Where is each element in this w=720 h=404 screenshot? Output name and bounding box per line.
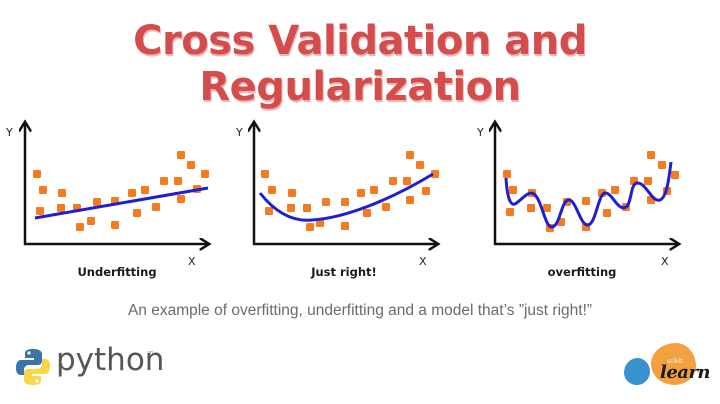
fit-curve [258, 172, 434, 222]
charts-figure: Y X Underfitting Y X Just right! Y X ove… [5, 0, 720, 279]
data-point [363, 209, 371, 217]
data-point [543, 204, 551, 212]
chart-overfitting: Y X overfitting [476, 123, 679, 279]
data-point [261, 170, 269, 178]
data-point [141, 186, 149, 194]
data-point [58, 189, 66, 197]
data-point [603, 209, 611, 217]
data-point [160, 177, 168, 185]
python-logo: python ™ [14, 342, 174, 390]
data-point [406, 151, 414, 159]
y-axis-label: Y [235, 126, 243, 139]
data-point [644, 177, 652, 185]
x-axis-label: X [188, 255, 196, 268]
data-point [87, 217, 95, 225]
data-point [316, 219, 324, 227]
chart-label-overfitting: overfitting [548, 265, 617, 279]
data-point [509, 186, 517, 194]
data-point [406, 196, 414, 204]
sklearn-scikit-text: scikit [667, 358, 683, 365]
data-point [582, 197, 590, 205]
data-point [128, 189, 136, 197]
data-point [57, 204, 65, 212]
data-point [174, 177, 182, 185]
data-point [506, 208, 514, 216]
x-axis-label: X [419, 255, 427, 268]
data-point [36, 207, 44, 215]
data-point [527, 204, 535, 212]
data-point [341, 222, 349, 230]
data-point [177, 151, 185, 159]
data-point [431, 170, 439, 178]
python-wordmark: python [56, 342, 165, 378]
data-point [268, 186, 276, 194]
data-point [93, 198, 101, 206]
data-point [306, 223, 314, 231]
data-point [647, 151, 655, 159]
trademark-symbol: ™ [147, 350, 154, 358]
sklearn-orange-blob-icon [651, 343, 696, 385]
chart-just-right: Y X Just right! [235, 123, 439, 279]
page-title: Cross Validation and Regularization [133, 18, 587, 110]
data-point [322, 198, 330, 206]
y-axis-label: Y [5, 126, 13, 139]
data-point [177, 195, 185, 203]
data-point [111, 221, 119, 229]
data-point [389, 177, 397, 185]
data-point [611, 186, 619, 194]
sklearn-learn-text: learn [660, 362, 711, 383]
data-point [382, 203, 390, 211]
data-point [303, 204, 311, 212]
data-points [503, 151, 679, 232]
data-point [287, 204, 295, 212]
data-point [403, 177, 411, 185]
data-point [658, 161, 666, 169]
sklearn-blue-blob-icon [624, 358, 650, 385]
fit-line [34, 186, 209, 220]
chart-label-just-right: Just right! [310, 265, 377, 279]
data-point [357, 189, 365, 197]
data-point [341, 198, 349, 206]
data-point [187, 161, 195, 169]
data-point [288, 189, 296, 197]
sklearn-logo: scikit learn [620, 340, 720, 400]
python-snake-icon [16, 349, 50, 385]
data-point [33, 170, 41, 178]
data-point [503, 170, 511, 178]
data-point [370, 186, 378, 194]
data-point [152, 203, 160, 211]
data-point [76, 223, 84, 231]
data-point [39, 186, 47, 194]
chart-underfitting: Y X Underfitting [5, 123, 209, 279]
fit-curve [504, 161, 673, 229]
data-point [422, 187, 430, 195]
data-points [261, 151, 439, 231]
x-axis-label: X [661, 255, 669, 268]
data-point [201, 170, 209, 178]
data-point [416, 161, 424, 169]
chart-label-underfitting: Underfitting [77, 265, 156, 279]
data-point [671, 171, 679, 179]
data-point [133, 209, 141, 217]
figure-caption: An example of overfitting, underfitting … [127, 302, 593, 319]
data-point [265, 207, 273, 215]
y-axis-label: Y [476, 126, 484, 139]
